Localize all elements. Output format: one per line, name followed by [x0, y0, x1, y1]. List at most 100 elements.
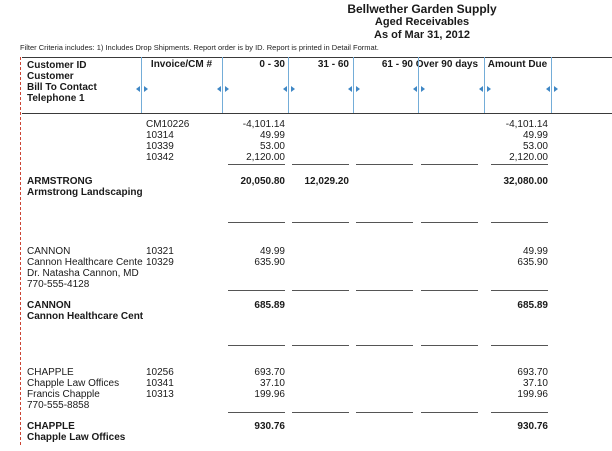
- column-divider[interactable]: [217, 57, 229, 113]
- subtotal-rule: [292, 412, 349, 413]
- table-row: Francis Chapple 10313 199.96 199.96: [0, 389, 612, 400]
- group-total-name-row: Chapple Law Offices: [0, 432, 612, 443]
- group-total-row: CANNON 685.89 685.89: [0, 300, 612, 311]
- invoice-number: 10329: [146, 257, 174, 268]
- invoice-number: 10321: [146, 246, 174, 257]
- subtotal-rule-row: [0, 222, 612, 224]
- customer-id: CANNON: [27, 246, 71, 257]
- aging-0-30-total: 20,050.80: [240, 176, 286, 187]
- column-header-row: Customer ID Customer Bill To Contact Tel…: [0, 59, 612, 104]
- aging-31-60-total: 12,029.20: [304, 176, 350, 187]
- customer-name: Armstrong Landscaping: [27, 187, 143, 198]
- table-row: CHAPPLE 10256 693.70 693.70: [0, 367, 612, 378]
- report-name: Aged Receivables: [374, 16, 470, 28]
- subtotal-rule-row: [0, 345, 612, 347]
- subtotal-rule: [292, 222, 349, 223]
- column-resize-handle-icon[interactable]: [217, 86, 229, 93]
- subtotal-rule: [356, 412, 413, 413]
- aging-0-30-value: -4,101.14: [242, 119, 285, 130]
- column-divider[interactable]: [413, 57, 425, 113]
- left-margin-guide: [20, 57, 21, 445]
- column-divider[interactable]: [136, 57, 148, 113]
- amount-due-value: -4,101.14: [505, 119, 548, 130]
- column-header-customer: Customer: [27, 71, 74, 82]
- subtotal-rule: [491, 345, 548, 346]
- amount-due-total: 685.89: [517, 300, 548, 311]
- aging-0-30-total: 930.76: [254, 421, 285, 432]
- amount-due-total: 930.76: [517, 421, 548, 432]
- table-row: 10339 53.00 53.00: [0, 141, 612, 152]
- telephone-number: 770-555-8858: [27, 400, 90, 411]
- group-total-row: ARMSTRONG 20,050.80 12,029.20 32,080.00: [0, 176, 612, 187]
- amount-due-total: 32,080.00: [503, 176, 549, 187]
- column-header-amount-due: Amount Due: [487, 59, 548, 70]
- column-resize-handle-icon[interactable]: [283, 86, 295, 93]
- aging-0-30-value: 199.96: [254, 389, 285, 400]
- column-resize-handle-icon[interactable]: [546, 86, 558, 93]
- column-header-telephone: Telephone 1: [27, 93, 85, 104]
- column-resize-handle-icon[interactable]: [479, 86, 491, 93]
- aging-0-30-value: 635.90: [254, 257, 285, 268]
- subtotal-rule: [228, 345, 285, 346]
- subtotal-rule: [356, 222, 413, 223]
- subtotal-rule: [421, 290, 478, 291]
- table-row: 10314 49.99 49.99: [0, 130, 612, 141]
- subtotal-rule: [292, 290, 349, 291]
- subtotal-rule: [356, 345, 413, 346]
- subtotal-rule: [228, 164, 285, 165]
- invoice-number: 10313: [146, 389, 174, 400]
- column-resize-handle-icon[interactable]: [348, 86, 360, 93]
- invoice-number: 10341: [146, 378, 174, 389]
- column-divider[interactable]: [479, 57, 491, 113]
- customer-name: Chapple Law Offices: [27, 432, 126, 443]
- aging-0-30-value: 49.99: [259, 130, 285, 141]
- subtotal-rule: [356, 290, 413, 291]
- report-date: As of Mar 31, 2012: [374, 29, 470, 41]
- column-divider[interactable]: [283, 57, 295, 113]
- table-row: 10342 2,120.00 2,120.00: [0, 152, 612, 163]
- customer-name: Chapple Law Offices: [27, 378, 120, 389]
- subtotal-rule: [491, 164, 548, 165]
- subtotal-rule: [228, 222, 285, 223]
- column-resize-handle-icon[interactable]: [136, 86, 148, 93]
- customer-id: CHAPPLE: [27, 367, 74, 378]
- subtotal-rule: [421, 164, 478, 165]
- table-row: Chapple Law Offices 10341 37.10 37.10: [0, 378, 612, 389]
- column-header-bill-to-contact: Bill To Contact: [27, 82, 97, 93]
- table-row: CM10226 -4,101.14 -4,101.14: [0, 119, 612, 130]
- report-title-block: Bellwether Garden Supply Aged Receivable…: [272, 2, 572, 42]
- customer-id: ARMSTRONG: [27, 176, 93, 187]
- telephone-number: 770-555-4128: [27, 279, 90, 290]
- customer-name: Cannon Healthcare Cent: [27, 311, 144, 322]
- subtotal-rule: [228, 290, 285, 291]
- column-divider[interactable]: [546, 57, 558, 113]
- subtotal-rule: [491, 222, 548, 223]
- column-header-customer-id: Customer ID: [27, 60, 87, 71]
- customer-id: CANNON: [27, 300, 71, 311]
- table-row: 770-555-8858: [0, 400, 612, 411]
- bill-to-contact: Francis Chapple: [27, 389, 100, 400]
- column-header-31-60: 31 - 60: [317, 59, 349, 70]
- invoice-number: 10314: [146, 130, 174, 141]
- column-resize-handle-icon[interactable]: [413, 86, 425, 93]
- invoice-number: 10342: [146, 152, 174, 163]
- column-divider[interactable]: [348, 57, 360, 113]
- group-total-row: CHAPPLE 930.76 930.76: [0, 421, 612, 432]
- amount-due-value: 635.90: [517, 257, 548, 268]
- invoice-number: 10256: [146, 367, 174, 378]
- filter-criteria-note: Filter Criteria includes: 1) Includes Dr…: [20, 43, 379, 52]
- aging-0-30-value: 53.00: [259, 141, 285, 152]
- table-row: 770-555-4128: [0, 279, 612, 290]
- invoice-number: CM10226: [146, 119, 190, 130]
- table-row: CANNON 10321 49.99 49.99: [0, 246, 612, 257]
- amount-due-value: 53.00: [522, 141, 548, 152]
- aging-0-30-value: 693.70: [254, 367, 285, 378]
- subtotal-rule: [228, 412, 285, 413]
- aging-0-30-value: 2,120.00: [246, 152, 285, 163]
- amount-due-value: 693.70: [517, 367, 548, 378]
- column-header-over-90: Over 90 days: [415, 59, 478, 70]
- amount-due-value: 49.99: [522, 246, 548, 257]
- group-total-name-row: Cannon Healthcare Cent: [0, 311, 612, 322]
- customer-column-header: Customer ID Customer Bill To Contact Tel…: [27, 60, 97, 104]
